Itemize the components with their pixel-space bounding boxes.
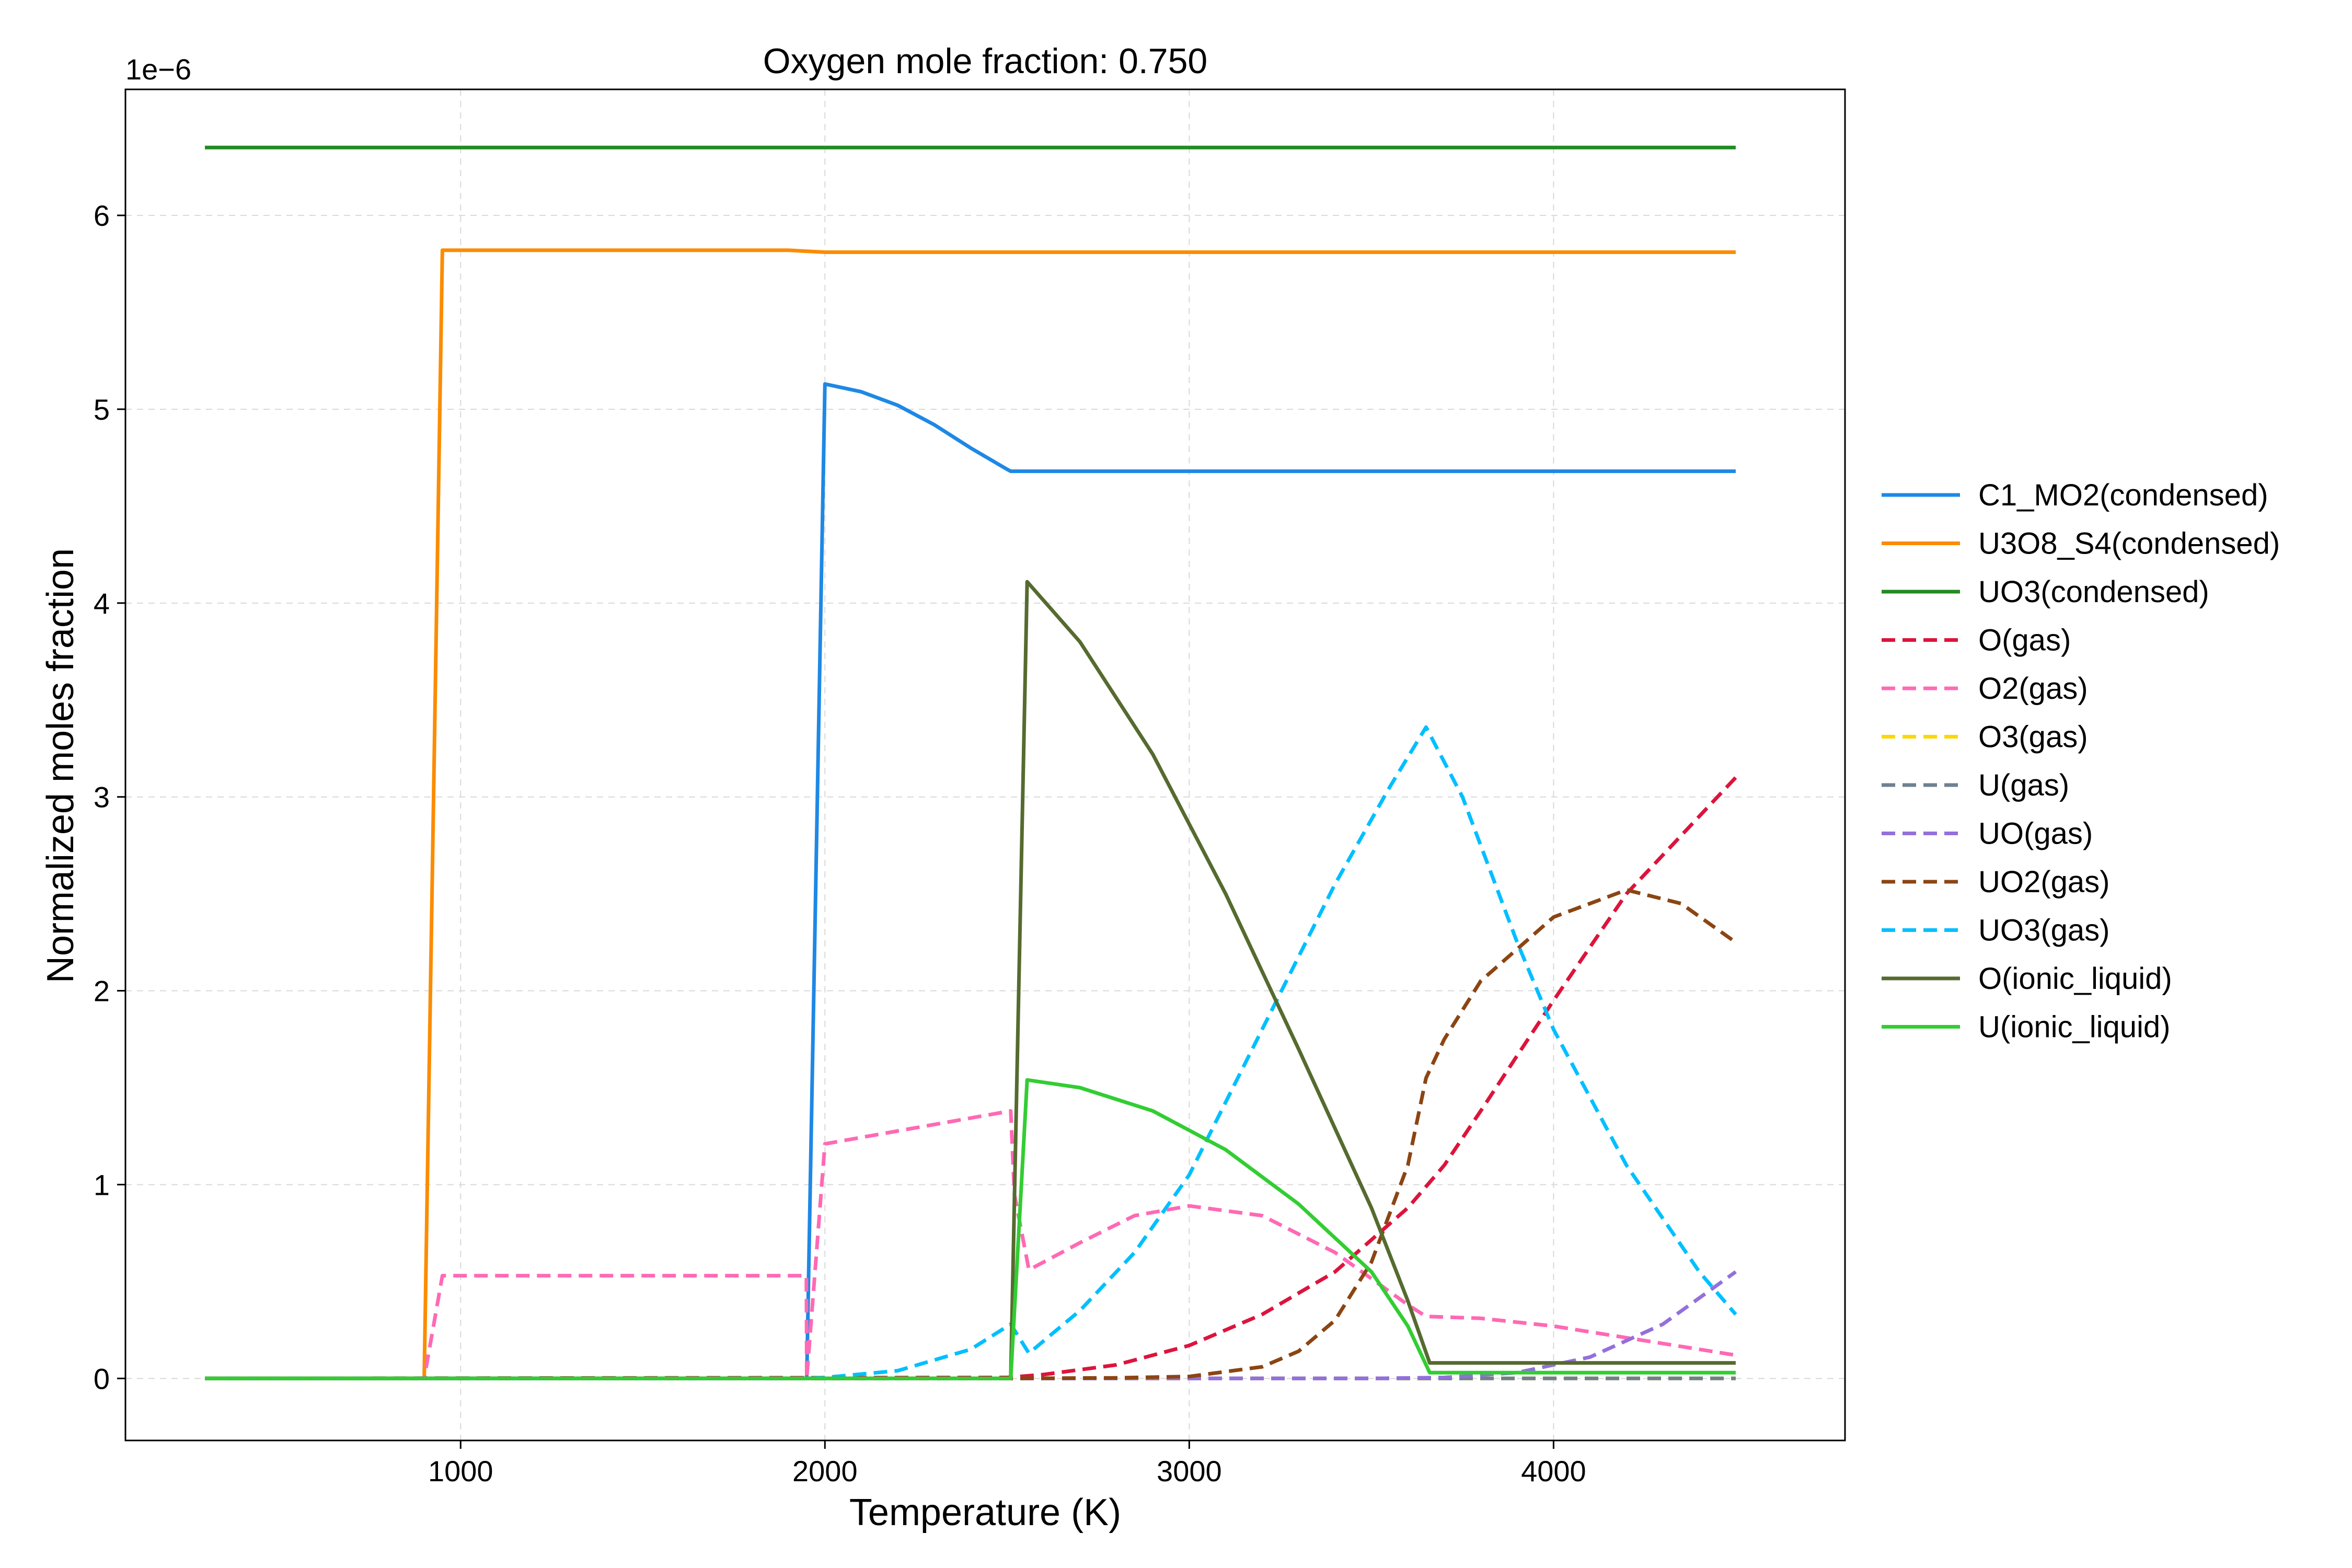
legend-label: O2(gas) <box>1978 672 2088 706</box>
legend-label: UO2(gas) <box>1978 865 2109 899</box>
series-line-uo-gas <box>205 1270 1737 1380</box>
series-line-u-ionic-liquid <box>205 1078 1736 1380</box>
series-line-o-gas <box>204 776 1737 1380</box>
y-axis-title: Normalized moles fraction <box>40 548 82 983</box>
chart-title: Oxygen mole fraction: 0.750 <box>763 41 1207 81</box>
y-tick-label: 0 <box>94 1362 110 1395</box>
legend-label: C1_MO2(condensed) <box>1978 478 2268 512</box>
legend-label: UO(gas) <box>1978 817 2093 851</box>
series-line-o-ionic-liquid <box>205 580 1736 1380</box>
x-tick-label: 2000 <box>792 1455 858 1488</box>
legend-label: U(gas) <box>1978 768 2069 802</box>
x-axis-title: Temperature (K) <box>849 1492 1121 1534</box>
axis-ticks: 1000 2000 3000 4000 0 1 2 3 4 5 6 <box>94 199 1586 1488</box>
x-tick-label: 1000 <box>428 1455 493 1488</box>
y-tick-label: 2 <box>94 975 110 1008</box>
y-offset-label: 1e−6 <box>125 53 191 86</box>
series-line-uo2-gas <box>205 888 1737 1380</box>
y-tick-label: 6 <box>94 199 110 232</box>
x-tick-label: 3000 <box>1157 1455 1222 1488</box>
y-tick-label: 4 <box>94 587 110 620</box>
series-lines <box>204 145 1737 1380</box>
x-tick-label: 4000 <box>1521 1455 1586 1488</box>
plot-frame <box>124 88 1846 1442</box>
series-line-o2-gas <box>205 1109 1736 1380</box>
legend-label: O3(gas) <box>1978 720 2088 754</box>
legend-label: O(ionic_liquid) <box>1978 962 2172 996</box>
legend-label: O(gas) <box>1978 624 2071 658</box>
y-tick-label: 3 <box>94 781 110 814</box>
legend-label: UO3(gas) <box>1978 914 2109 948</box>
legend: C1_MO2(condensed) U3O8_S4(condensed) UO3(c… <box>1882 478 2280 1044</box>
legend-label: U(ionic_liquid) <box>1978 1010 2170 1044</box>
y-tick-label: 5 <box>94 393 110 426</box>
legend-label: UO3(condensed) <box>1978 575 2209 609</box>
series-line-uo3-gas <box>205 725 1737 1380</box>
y-tick-label: 1 <box>94 1168 110 1201</box>
legend-label: U3O8_S4(condensed) <box>1978 527 2280 561</box>
